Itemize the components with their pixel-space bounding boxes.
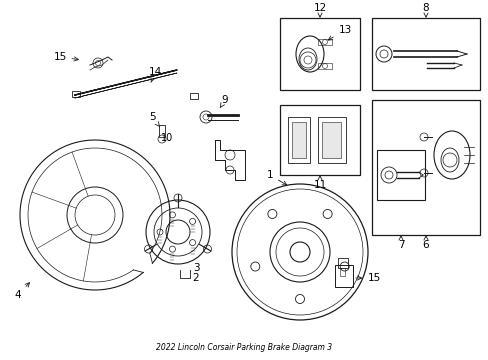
Bar [72, 91, 80, 97]
Text: 2022 Lincoln Corsair Parking Brake Diagram 3: 2022 Lincoln Corsair Parking Brake Diagr… [156, 343, 332, 352]
Text: 1: 1 [266, 170, 286, 185]
Text: 5: 5 [148, 112, 160, 127]
Bar [371, 18, 479, 90]
Bar [334, 265, 352, 287]
Bar [280, 105, 359, 175]
Text: 12: 12 [313, 3, 326, 17]
Bar [339, 268, 345, 276]
Text: 14: 14 [148, 67, 162, 82]
Text: 3: 3 [192, 263, 199, 273]
Text: 2: 2 [192, 273, 199, 283]
Bar [190, 93, 198, 99]
Text: 9: 9 [220, 95, 228, 108]
Bar [321, 122, 340, 158]
Bar [376, 150, 424, 200]
Text: 4: 4 [15, 283, 29, 300]
Text: 13: 13 [327, 25, 351, 40]
Bar [287, 117, 309, 163]
Bar [337, 258, 347, 268]
Bar [317, 39, 331, 45]
Text: 7: 7 [397, 236, 404, 250]
Bar [371, 100, 479, 235]
Bar [317, 63, 331, 69]
Bar [159, 125, 164, 137]
Text: 10: 10 [161, 133, 173, 143]
Text: 11: 11 [313, 176, 326, 190]
Bar [317, 117, 346, 163]
Bar [291, 122, 305, 158]
Bar [280, 18, 359, 90]
Text: 15: 15 [53, 52, 78, 62]
Text: 6: 6 [422, 236, 428, 250]
Text: 15: 15 [355, 273, 381, 283]
Text: 8: 8 [422, 3, 428, 17]
